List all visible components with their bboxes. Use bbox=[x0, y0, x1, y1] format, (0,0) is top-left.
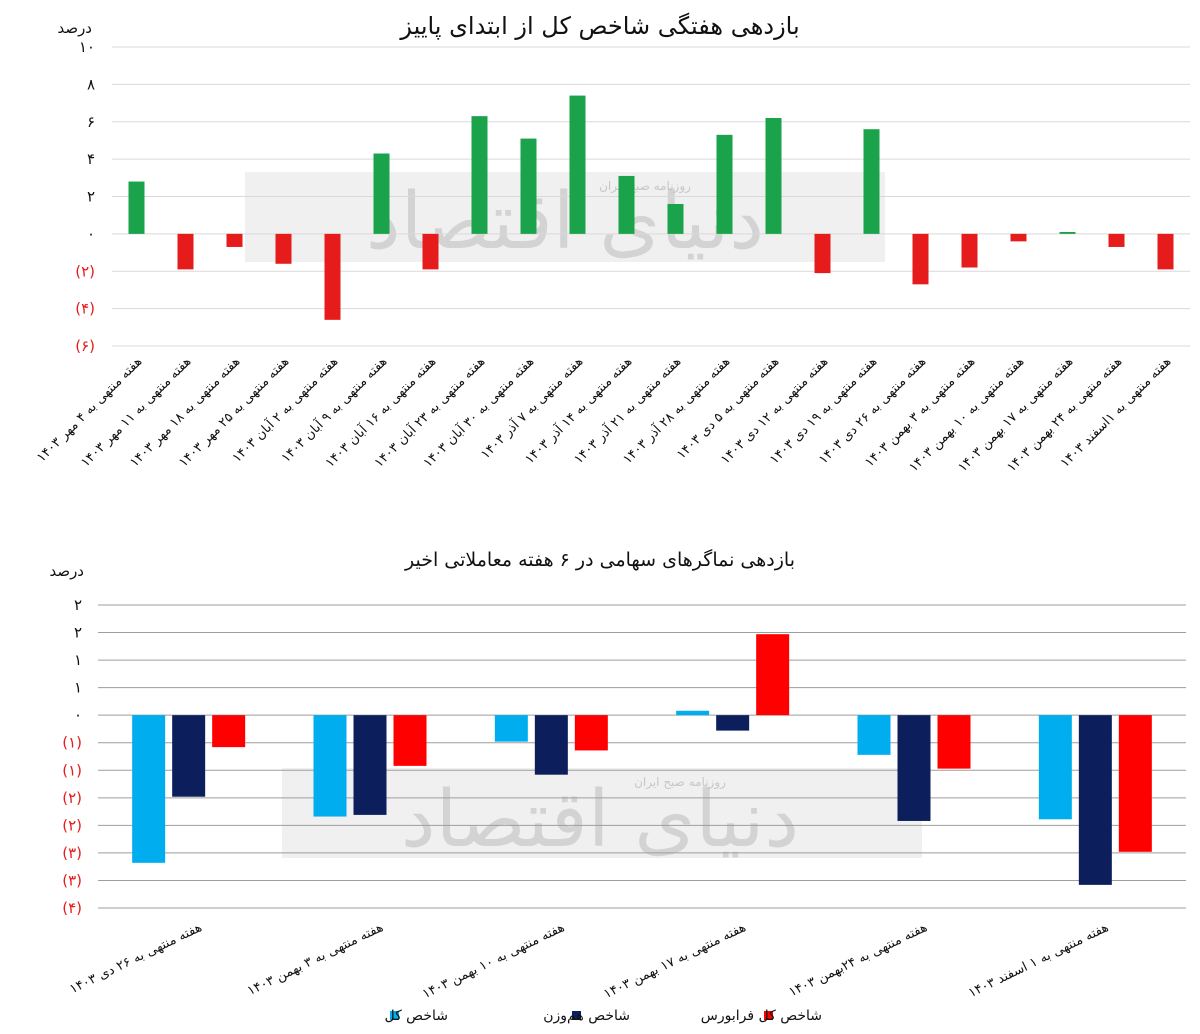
bar bbox=[716, 134, 733, 234]
x-tick-labels: هفته منتهی به ۲۶ دی ۱۴۰۳ هفته منتهی به ۳ … bbox=[67, 920, 1111, 1002]
x-tick-label: هفته منتهی به ۲۴بهمن ۱۴۰۳ bbox=[787, 920, 930, 1000]
y-tick-label: (۱) bbox=[62, 761, 82, 779]
bar bbox=[393, 715, 427, 766]
y-tick-label: (۱) bbox=[62, 734, 82, 752]
gridlines bbox=[112, 46, 1190, 347]
y-tick-label: ۱ bbox=[74, 679, 82, 697]
chart-title: بازدهی هفتگی شاخص کل از ابتدای پاییز bbox=[399, 12, 799, 40]
legend: شاخص کل شاخص هم‌وزن شاخص کل فرابورس bbox=[384, 1008, 822, 1024]
x-tick-label: هفته منتهی به ۲۶ دی ۱۴۰۳ bbox=[67, 920, 204, 997]
y-tick-label: ۸ bbox=[87, 75, 95, 93]
bar bbox=[676, 710, 710, 716]
y-tick-label: ۰ bbox=[74, 706, 82, 724]
watermark-subtext: روزنامه صبح ایران bbox=[634, 775, 726, 790]
bar bbox=[912, 233, 929, 285]
y-tick-label: (۲) bbox=[75, 262, 95, 280]
watermark-1: دنیای اقتصاد روزنامه صبح ایران bbox=[245, 172, 885, 267]
bar bbox=[814, 233, 831, 274]
bar bbox=[313, 715, 347, 817]
bar bbox=[1157, 233, 1174, 270]
bar bbox=[937, 715, 971, 769]
x-tick-label: هفته منتهی به ۱ اسفند ۱۴۰۳ bbox=[966, 920, 1111, 1001]
bar bbox=[353, 715, 387, 815]
y-tick-label: (۴) bbox=[62, 899, 82, 917]
y-tick-label: ۲ bbox=[74, 596, 82, 614]
bars bbox=[128, 95, 1174, 320]
watermark-subtext: روزنامه صبح ایران bbox=[599, 179, 691, 194]
y-tick-label: (۲) bbox=[62, 816, 82, 834]
bar bbox=[618, 175, 635, 234]
bar bbox=[132, 715, 166, 863]
y-tick-labels: ۲ ۲ ۱ ۱ ۰ (۱) (۱) (۲) (۲) (۳) (۳) (۴) bbox=[62, 596, 82, 917]
y-tick-label: (۶) bbox=[75, 337, 95, 355]
bar bbox=[716, 715, 750, 731]
bar bbox=[422, 233, 439, 270]
y-tick-label: (۳) bbox=[62, 844, 82, 862]
legend-label: شاخص کل bbox=[384, 1008, 448, 1024]
bar bbox=[1078, 715, 1112, 885]
gridlines bbox=[98, 604, 1186, 909]
bar bbox=[667, 203, 684, 234]
y-tick-label: (۳) bbox=[62, 871, 82, 889]
y-tick-label: ۴ bbox=[87, 150, 95, 168]
watermark-band bbox=[282, 768, 922, 858]
bar bbox=[226, 233, 243, 247]
x-tick-label: هفته منتهی به ۱۰ بهمن ۱۴۰۳ bbox=[420, 920, 567, 1002]
bar bbox=[534, 715, 568, 775]
bar bbox=[1059, 232, 1076, 234]
legend-swatch bbox=[764, 1011, 773, 1020]
bar bbox=[172, 715, 206, 797]
legend-label: شاخص هم‌وزن bbox=[543, 1008, 630, 1024]
y-tick-label: ۱ bbox=[74, 651, 82, 669]
y-tick-label: ۱۰ bbox=[79, 38, 95, 56]
watermark-2: دنیای اقتصاد روزنامه صبح ایران bbox=[282, 768, 922, 865]
y-axis-unit: درصد bbox=[57, 19, 92, 37]
x-tick-label: هفته منتهی به ۱۷ بهمن ۱۴۰۳ bbox=[601, 920, 748, 1002]
y-tick-label: ۲ bbox=[74, 624, 82, 642]
x-tick-label: هفته منتهی به ۳ بهمن ۱۴۰۳ bbox=[245, 920, 386, 999]
bar bbox=[471, 116, 488, 234]
bar bbox=[1108, 233, 1125, 247]
bar bbox=[1118, 715, 1152, 852]
bar bbox=[177, 233, 194, 270]
y-tick-label: ۰ bbox=[87, 225, 95, 243]
bar bbox=[756, 634, 790, 716]
legend-swatch bbox=[390, 1011, 399, 1020]
y-tick-label: (۴) bbox=[75, 300, 95, 318]
chart-title: بازدهی نماگرهای سهامی در ۶ هفته معاملاتی… bbox=[404, 548, 795, 571]
bar bbox=[574, 715, 608, 751]
bar bbox=[1038, 715, 1072, 820]
bar bbox=[520, 138, 537, 234]
y-tick-label: ۲ bbox=[87, 188, 95, 206]
bar bbox=[765, 118, 782, 234]
watermark-text: دنیای اقتصاد bbox=[401, 775, 799, 865]
bar bbox=[275, 233, 292, 264]
bar bbox=[373, 153, 390, 234]
legend-swatch bbox=[572, 1011, 581, 1020]
bar bbox=[128, 181, 145, 234]
bar bbox=[863, 129, 880, 234]
bars bbox=[132, 634, 1152, 885]
bar bbox=[857, 715, 891, 755]
y-tick-labels: ۱۰ ۸ ۶ ۴ ۲ ۰ (۲) (۴) (۶) bbox=[75, 38, 95, 355]
legend-label: شاخص کل فرابورس bbox=[701, 1008, 822, 1024]
bar bbox=[961, 233, 978, 268]
bar bbox=[212, 715, 246, 748]
y-tick-label: (۲) bbox=[62, 789, 82, 807]
y-tick-label: ۶ bbox=[87, 113, 95, 131]
y-axis-unit: درصد bbox=[49, 562, 84, 580]
bar bbox=[897, 715, 931, 821]
bar bbox=[494, 715, 528, 742]
bar bbox=[324, 233, 341, 320]
bar bbox=[569, 95, 586, 234]
bar bbox=[1010, 233, 1027, 242]
